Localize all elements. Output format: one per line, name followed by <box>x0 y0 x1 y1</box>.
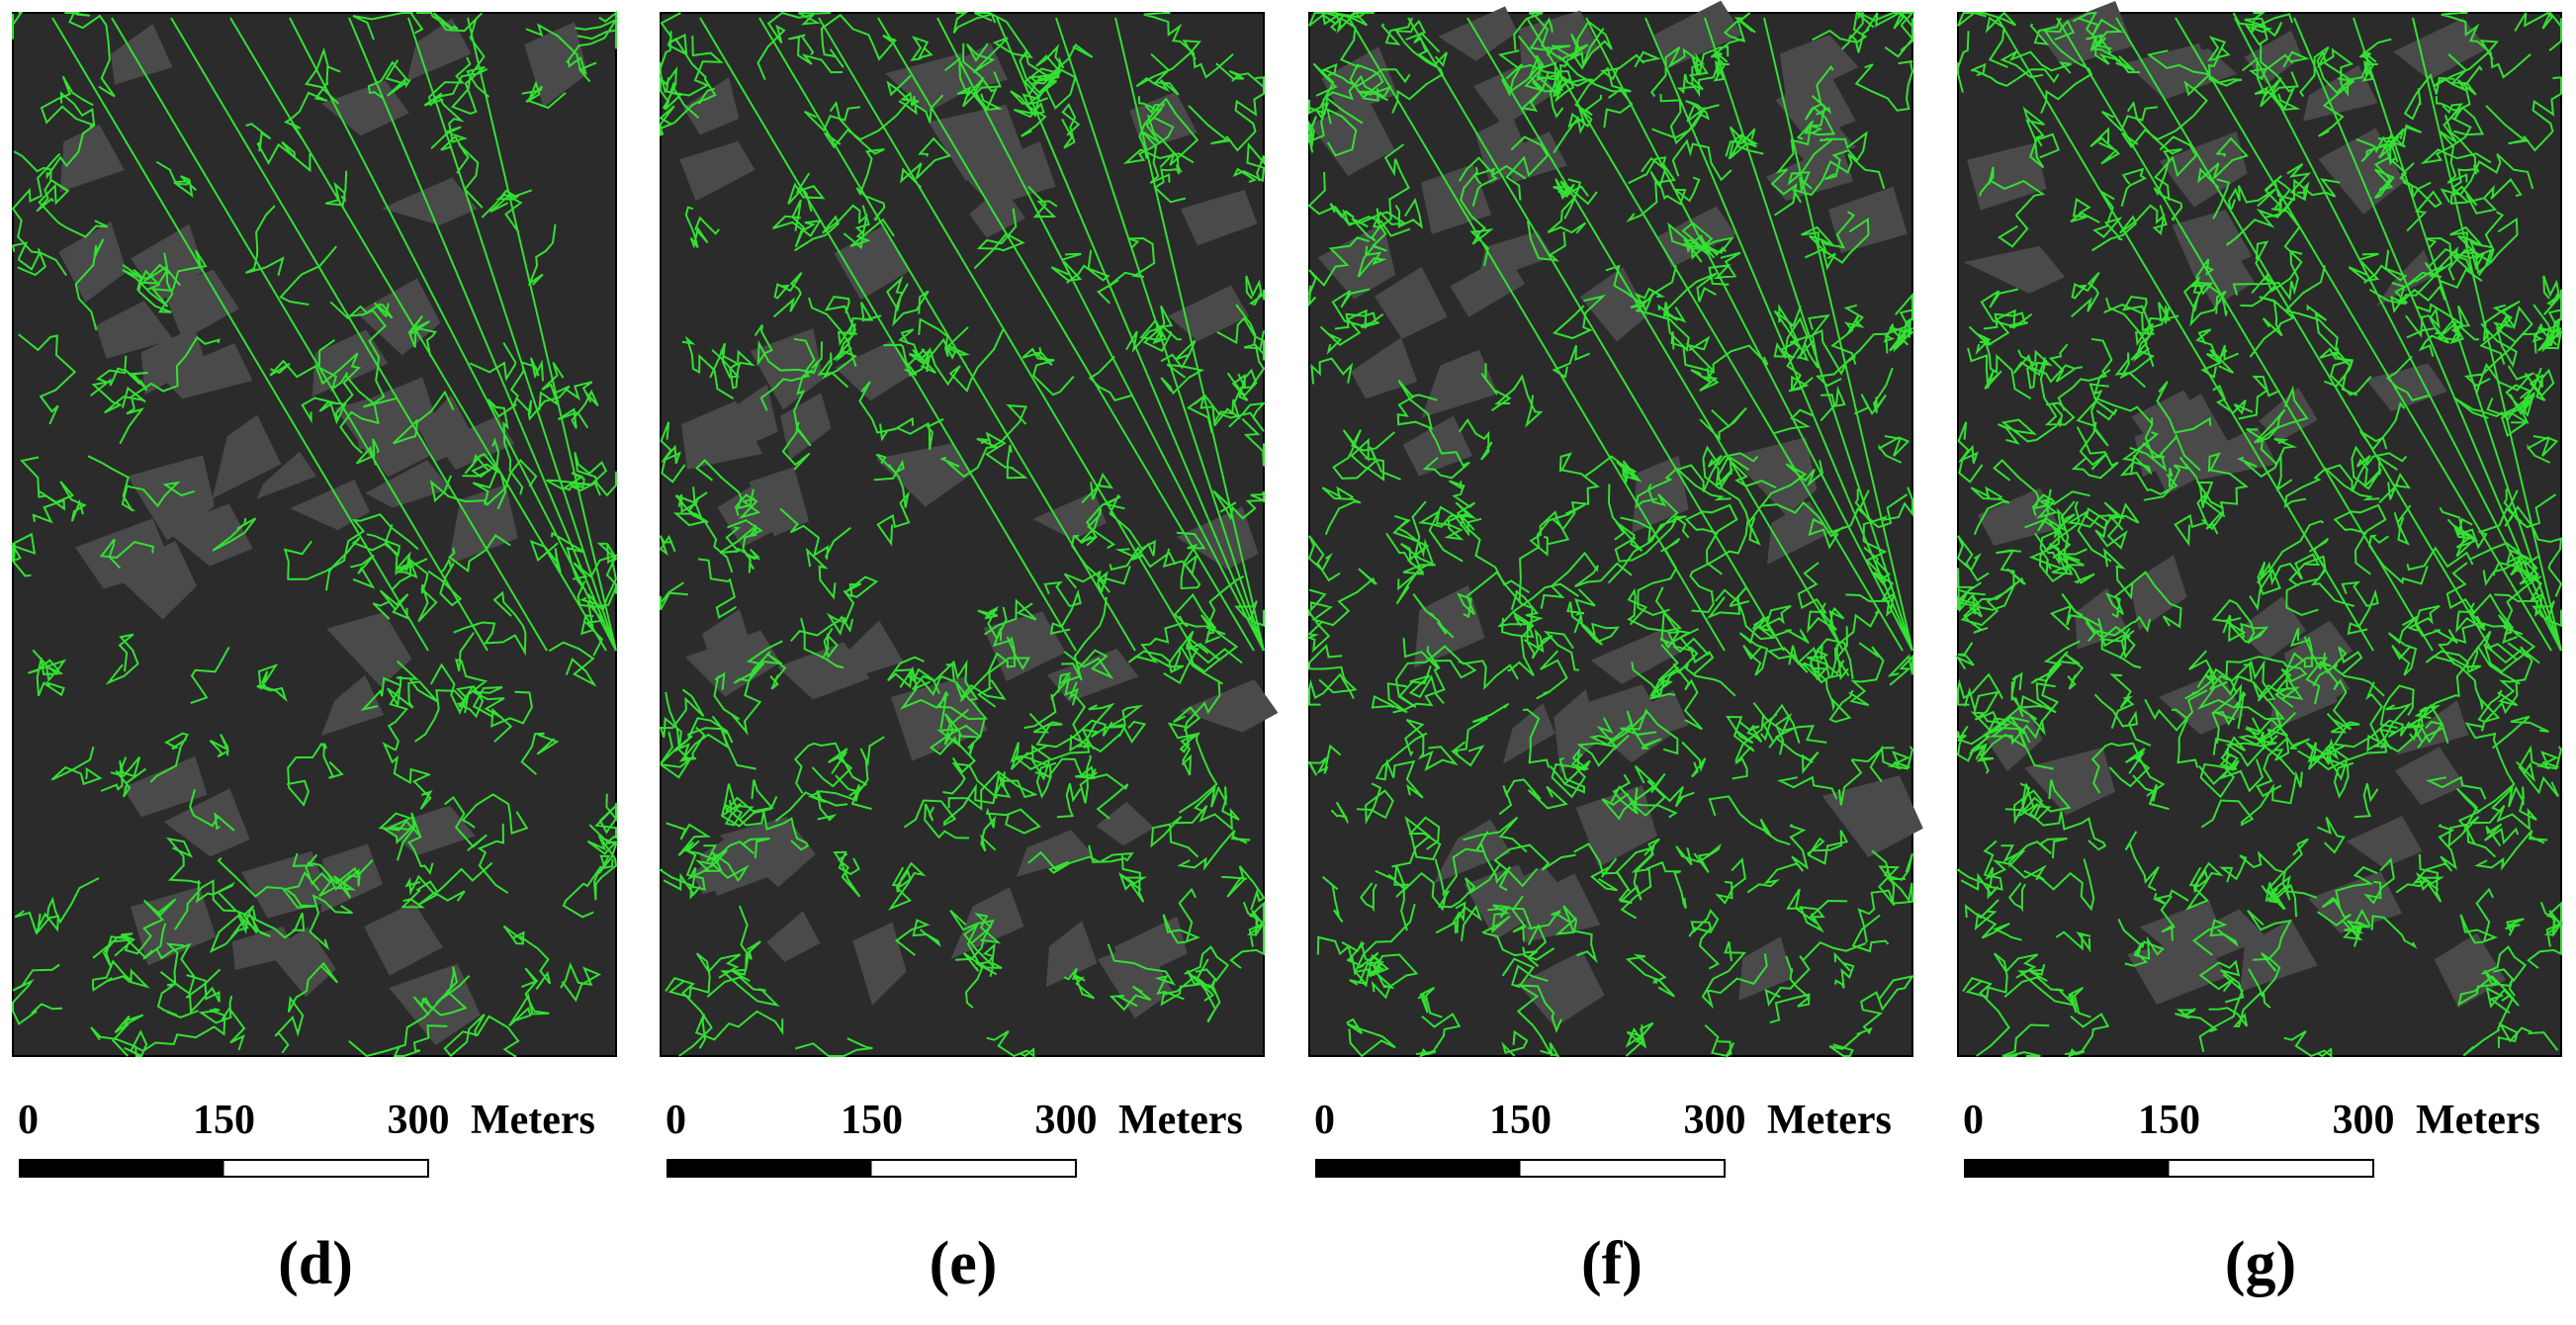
scale-bar-fill <box>1316 1160 1521 1177</box>
panel-label: (f) <box>1581 1230 1643 1297</box>
scale-tick-label: 150 <box>2138 1098 2200 1143</box>
panel-label: (g) <box>2225 1230 2296 1297</box>
panel: 0 150 300 Meters (g) <box>1955 0 2564 1297</box>
scale-bar-fill <box>667 1160 872 1177</box>
image-blocks <box>58 18 588 1046</box>
panel: 0 150 300 Meters (f) <box>1306 0 1923 1297</box>
scale-bar-fill <box>20 1160 224 1177</box>
scale-tick-label: 150 <box>193 1098 255 1143</box>
scale-tick-label: 0 <box>1963 1098 1984 1143</box>
segment-boundaries <box>1306 10 1915 1059</box>
panel: 0 150 300 Meters (e) <box>658 11 1279 1297</box>
image-blocks <box>1963 0 2506 1009</box>
segment-boundaries <box>10 10 619 1058</box>
panel-label: (e) <box>930 1230 998 1297</box>
scale-tick-label: 300 <box>2333 1098 2395 1143</box>
scale-tick-label: 0 <box>1314 1098 1335 1143</box>
segment-boundaries <box>1955 11 2564 1059</box>
scale-unit: Meters <box>1767 1098 1892 1143</box>
image-blocks <box>1309 0 1923 1028</box>
scale-tick-label: 300 <box>388 1098 450 1143</box>
scale-bar-fill <box>1965 1160 2170 1177</box>
scale-unit: Meters <box>1118 1098 1243 1143</box>
scale-tick-label: 300 <box>1684 1098 1746 1143</box>
panel: 0 150 300 Meters (d) <box>10 10 619 1297</box>
scale-tick-label: 0 <box>18 1098 39 1143</box>
scale-unit: Meters <box>2416 1098 2540 1143</box>
scale-unit: Meters <box>471 1098 595 1143</box>
scale-tick-label: 150 <box>1489 1098 1552 1143</box>
segment-boundaries <box>658 11 1267 1059</box>
panel-label: (d) <box>278 1230 353 1297</box>
scale-tick-label: 300 <box>1035 1098 1098 1143</box>
scale-tick-label: 0 <box>666 1098 686 1143</box>
scale-tick-label: 150 <box>841 1098 903 1143</box>
